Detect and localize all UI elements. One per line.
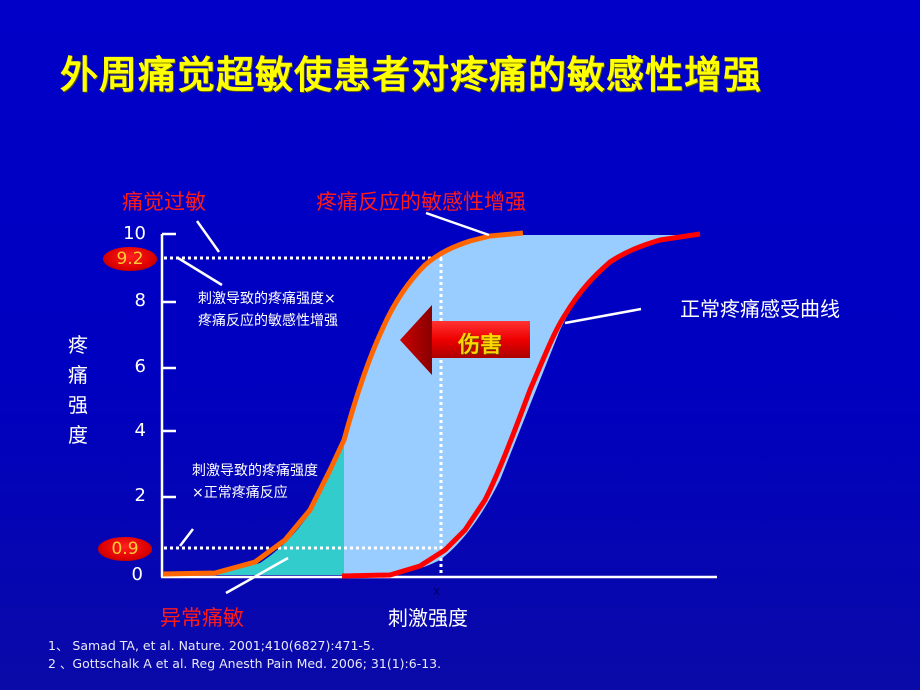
references: 1、 Samad TA, et al. Nature. 2001;410(682… xyxy=(48,637,441,673)
y-axis-label-char: 强 xyxy=(68,393,88,417)
y-tick-6: 6 xyxy=(134,356,146,377)
y-ticks xyxy=(162,232,176,499)
normal-curve xyxy=(341,231,701,579)
annotation-normal: 刺激导致的疼痛强度×正常疼痛反应 xyxy=(192,463,318,501)
sensitized-curve xyxy=(162,230,524,577)
y-tick-4: 4 xyxy=(134,420,146,441)
sensitization-gap-area xyxy=(344,235,680,575)
y-tick-8: 8 xyxy=(134,290,146,311)
y-tick-10: 10 xyxy=(123,223,146,244)
allodynia-area xyxy=(215,440,344,575)
y-axis-label: 疼 痛 强 度 xyxy=(66,330,90,450)
reference-item: 1、 Samad TA, et al. Nature. 2001;410(682… xyxy=(48,638,375,653)
y-tick-2: 2 xyxy=(134,485,146,506)
increased-sensitivity-label: 疼痛反应的敏感性增强 xyxy=(316,190,526,214)
injury-arrow xyxy=(400,305,530,375)
y-tick-0: 0 xyxy=(131,564,143,585)
annotation-sensitized: 刺激导致的疼痛强度×疼痛反应的敏感性增强 xyxy=(198,291,338,329)
x-marker: x xyxy=(433,584,440,598)
value-badge-0-9: 0.9 xyxy=(98,537,152,561)
value-badge-9-2: 9.2 xyxy=(103,247,157,271)
y-axis-label-char: 度 xyxy=(68,423,88,447)
y-axis-label-char: 痛 xyxy=(68,363,88,387)
y-axis-label-char: 疼 xyxy=(68,333,88,357)
normal-curve-label: 正常疼痛感受曲线 xyxy=(680,297,840,321)
injury-arrow-label: 伤害 xyxy=(458,333,503,358)
allodynia-label: 异常痛敏 xyxy=(160,606,244,630)
x-axis-label: 刺激强度 xyxy=(388,606,468,630)
hyperalgesia-label: 痛觉过敏 xyxy=(122,190,206,214)
reference-item: 2 、Gottschalk A et al. Reg Anesth Pain M… xyxy=(48,656,442,671)
slide-title: 外周痛觉超敏使患者对疼痛的敏感性增强 xyxy=(60,53,763,97)
pointer-lines xyxy=(177,211,642,595)
